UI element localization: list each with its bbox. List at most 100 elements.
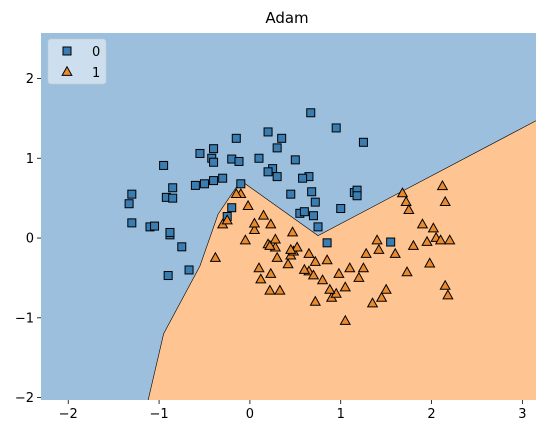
data-point-class-0	[272, 143, 282, 153]
data-point-class-1	[373, 243, 385, 254]
data-point-class-1	[309, 295, 321, 306]
data-point-class-0	[209, 176, 219, 186]
data-point-class-0	[236, 179, 246, 189]
data-point-class-1	[434, 234, 447, 245]
data-point-class-0	[168, 183, 178, 193]
data-point-class-0	[336, 204, 346, 214]
data-point-class-1	[309, 255, 321, 266]
data-point-class-1	[439, 195, 451, 207]
data-point-class-1	[274, 284, 286, 295]
data-point-class-1	[265, 267, 277, 278]
data-point-class-1	[239, 234, 252, 245]
data-point-class-0	[307, 187, 317, 197]
data-point-class-0	[150, 221, 160, 231]
data-point-class-0	[127, 189, 137, 199]
data-point-class-1	[389, 247, 401, 258]
legend: 01	[47, 38, 107, 85]
data-point-class-0	[184, 265, 194, 275]
data-point-class-1	[303, 247, 315, 258]
data-point-class-1	[265, 218, 277, 229]
axes: −2 −1 0 1 2 3 −2 −1 0 1 2	[15, 72, 527, 422]
data-point-class-1	[424, 257, 436, 268]
data-point-class-1	[255, 273, 267, 284]
legend-marker-0	[62, 46, 72, 56]
data-point-class-1	[324, 283, 336, 294]
data-point-class-0	[331, 123, 341, 133]
data-point-class-1	[421, 235, 433, 246]
data-point-class-1	[264, 284, 276, 295]
x-tick-label: 0	[246, 407, 254, 422]
data-point-class-1	[248, 223, 261, 234]
region-class-1	[148, 120, 536, 401]
data-point-class-1	[321, 254, 333, 265]
data-point-class-0	[263, 167, 273, 177]
data-point-class-0	[386, 237, 396, 247]
data-point-class-0	[263, 127, 273, 137]
data-point-class-0	[199, 179, 209, 189]
data-point-class-0	[299, 207, 309, 217]
x-tick-label: 3	[518, 407, 526, 422]
data-point-class-1	[344, 262, 356, 273]
data-point-class-1	[401, 266, 413, 277]
data-point-class-0	[322, 238, 332, 248]
data-point-class-0	[218, 173, 228, 183]
data-point-class-1	[257, 209, 270, 220]
data-point-class-1	[407, 239, 420, 250]
data-point-class-1	[366, 297, 379, 308]
data-point-class-0	[277, 133, 287, 143]
data-point-class-0	[127, 218, 137, 228]
data-point-class-1	[339, 281, 351, 292]
data-point-class-0	[313, 222, 323, 232]
data-point-class-0	[209, 157, 219, 167]
data-point-class-0	[190, 180, 200, 190]
data-point-class-1	[400, 195, 412, 207]
data-point-class-1	[242, 199, 254, 211]
data-point-class-0	[286, 189, 296, 199]
series-1	[209, 179, 456, 325]
y-tick-label: −1	[15, 311, 34, 326]
data-point-class-1	[264, 239, 276, 250]
decision-boundary-line	[147, 120, 537, 401]
data-point-class-0	[124, 199, 134, 209]
data-point-class-1	[436, 179, 449, 191]
data-point-class-1	[371, 234, 383, 245]
data-point-class-1	[209, 251, 222, 262]
x-tick-label: 2	[427, 407, 435, 422]
data-point-class-0	[272, 172, 282, 182]
data-point-class-1	[444, 234, 456, 245]
series-0	[124, 108, 396, 281]
y-tick-label: 0	[26, 232, 34, 247]
plot-area	[41, 33, 537, 401]
data-point-class-1	[221, 214, 233, 225]
x-tick-label: 1	[337, 407, 345, 422]
data-point-class-1	[339, 314, 351, 325]
data-point-class-1	[439, 279, 451, 290]
data-point-class-1	[282, 258, 294, 269]
data-point-class-1	[380, 283, 392, 294]
x-tick-label: −2	[59, 407, 78, 422]
data-point-class-0	[209, 144, 219, 154]
y-tick-label: −2	[15, 391, 34, 406]
x-tick-label: −1	[149, 407, 168, 422]
data-point-class-0	[231, 133, 241, 143]
data-point-class-1	[230, 187, 242, 199]
data-point-class-0	[195, 148, 205, 158]
data-point-class-1	[416, 218, 429, 229]
data-point-class-1	[285, 243, 297, 254]
data-point-class-0	[234, 156, 244, 166]
data-point-class-1	[248, 217, 261, 228]
data-point-class-1	[442, 289, 454, 300]
legend-marker-1	[61, 65, 73, 76]
data-point-class-0	[227, 203, 237, 213]
chart-title: Adam	[265, 9, 308, 27]
data-point-class-1	[269, 233, 282, 244]
data-point-class-1	[271, 251, 283, 262]
y-tick-label: 1	[26, 152, 34, 167]
data-point-class-0	[163, 271, 173, 281]
data-point-class-0	[358, 137, 368, 147]
legend-label-1: 1	[92, 66, 100, 81]
data-point-class-0	[306, 108, 316, 118]
data-point-class-0	[165, 227, 175, 237]
data-point-class-1	[307, 269, 320, 280]
